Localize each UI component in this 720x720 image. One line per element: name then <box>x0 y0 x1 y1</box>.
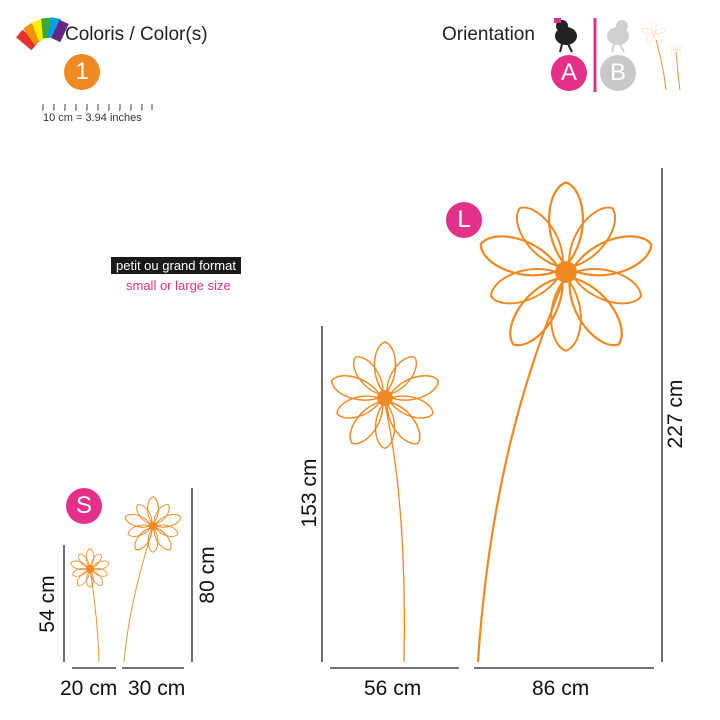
small-flower1-width: 20 cm <box>60 677 118 700</box>
orientation-label: Orientation <box>442 24 535 45</box>
size-note-en: small or large size <box>126 278 231 293</box>
large-flower2-height: 227 cm <box>664 379 687 449</box>
colors-label: Coloris / Color(s) <box>65 24 208 45</box>
large-flower1-width: 56 cm <box>364 677 422 700</box>
flower-small-1 <box>69 548 111 663</box>
flower-small-2 <box>123 496 183 663</box>
color-count-badge: 1 <box>64 54 100 90</box>
variant-small-badge[interactable]: S <box>66 488 102 524</box>
orientation-a-button[interactable]: A <box>551 55 587 91</box>
flower-large-2 <box>474 181 658 663</box>
large-flower1-height: 153 cm <box>298 458 321 528</box>
small-flower2-height: 80 cm <box>196 546 219 604</box>
bird-icon <box>554 18 577 53</box>
orientation-b-button[interactable]: B <box>600 55 636 91</box>
small-flower1-height: 54 cm <box>36 575 59 633</box>
scale-ruler <box>42 104 153 111</box>
bird-icon <box>607 20 629 53</box>
dimension-lines <box>63 168 663 669</box>
flower-thumbnail-icon <box>641 20 684 91</box>
small-flower2-width: 30 cm <box>128 677 186 700</box>
flower-large-1 <box>327 341 443 663</box>
variant-large-badge[interactable]: L <box>446 202 482 238</box>
large-flower2-width: 86 cm <box>532 677 590 700</box>
size-note-fr: petit ou grand format <box>111 257 241 274</box>
color-palette-icon <box>16 17 69 51</box>
scale-label: 10 cm = 3.94 inches <box>43 112 142 124</box>
